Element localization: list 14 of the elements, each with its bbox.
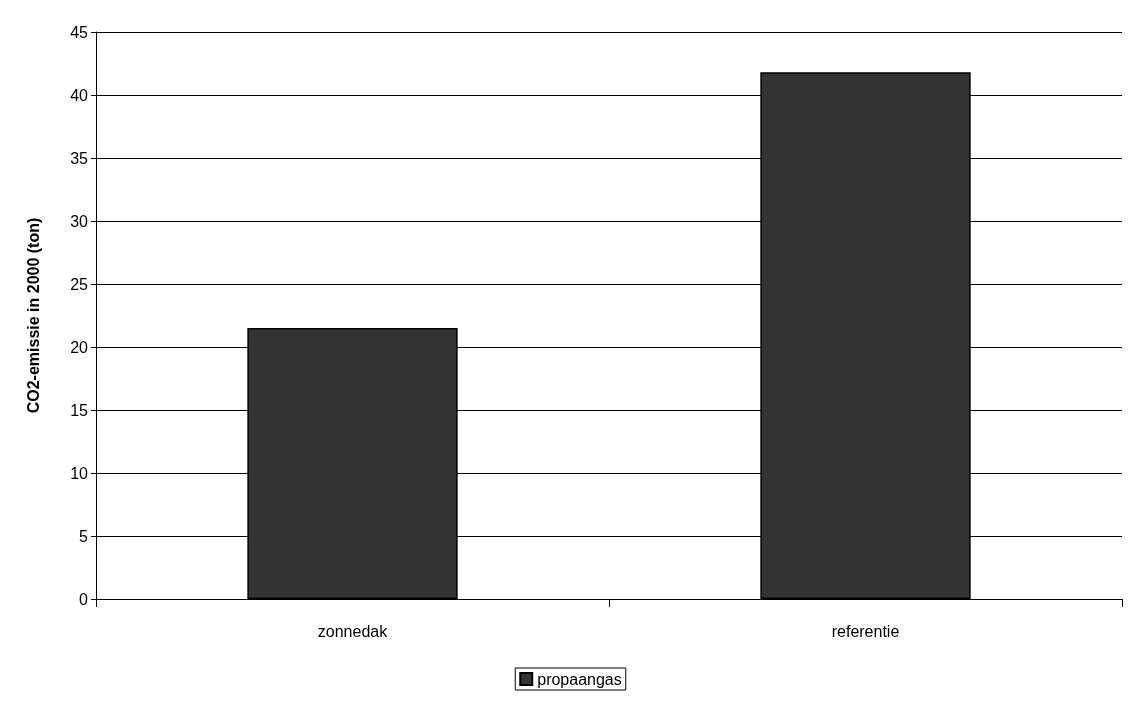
x-tick-label: zonnedak (317, 622, 389, 640)
legend-label: propaangas (537, 670, 622, 688)
x-tick-label: referentie (831, 622, 900, 640)
y-tick-label: 25 (70, 275, 89, 293)
y-tick-label: 0 (79, 590, 89, 608)
y-tick-label: 30 (70, 212, 89, 230)
y-axis-title: CO2-emissie in 2000 (ton) (24, 217, 42, 414)
y-tick-label: 45 (70, 23, 89, 41)
y-tick-label: 40 (70, 86, 89, 104)
y-tick-label: 10 (70, 464, 89, 482)
y-tick-label: 20 (70, 338, 89, 356)
y-tick-label: 35 (70, 149, 89, 167)
y-tick-label: 15 (70, 401, 89, 419)
y-tick-label: 5 (79, 527, 89, 545)
